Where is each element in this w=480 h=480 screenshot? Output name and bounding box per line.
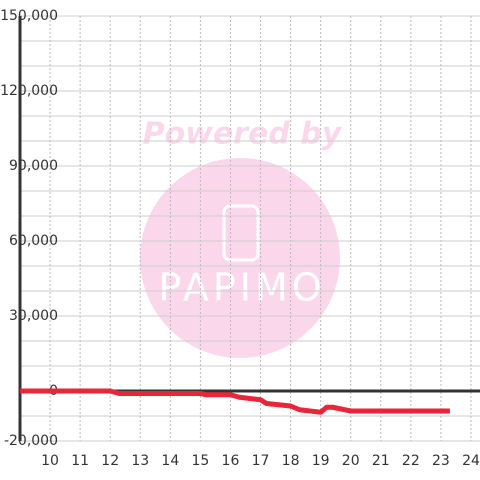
y-tick-label: 30,000 (9, 308, 58, 324)
y-tick-label: 90,000 (9, 158, 58, 174)
line (20, 388, 450, 415)
x-tick-label: 13 (131, 453, 149, 469)
x-tick-label: 15 (191, 453, 209, 469)
x-tick-label: 22 (402, 453, 420, 469)
x-tick-label: 24 (462, 453, 480, 469)
watermark-logo: PAPIMO (158, 266, 325, 310)
x-tick-label: 10 (41, 453, 59, 469)
x-tick-label: 17 (252, 453, 270, 469)
y-tick-label: 150,000 (0, 8, 58, 24)
watermark-text: Powered by (143, 117, 343, 152)
y-tick-label: 60,000 (9, 233, 58, 249)
x-tick-label: 19 (312, 453, 330, 469)
y-tick-label: -20,000 (4, 433, 58, 449)
y-tick-label: 120,000 (0, 83, 58, 99)
x-tick-label: 21 (372, 453, 390, 469)
watermark: Powered by PAPIMO (140, 117, 343, 358)
x-tick-label: 16 (222, 453, 240, 469)
x-tick-label: 11 (71, 453, 89, 469)
x-tick-label: 20 (342, 453, 360, 469)
x-tick-label: 23 (432, 453, 450, 469)
x-tick-label: 14 (161, 453, 179, 469)
watermark-phone (222, 204, 260, 262)
watermark-circle (140, 158, 340, 358)
x-tick-label: 12 (101, 453, 119, 469)
x-tick-label: 18 (282, 453, 300, 469)
